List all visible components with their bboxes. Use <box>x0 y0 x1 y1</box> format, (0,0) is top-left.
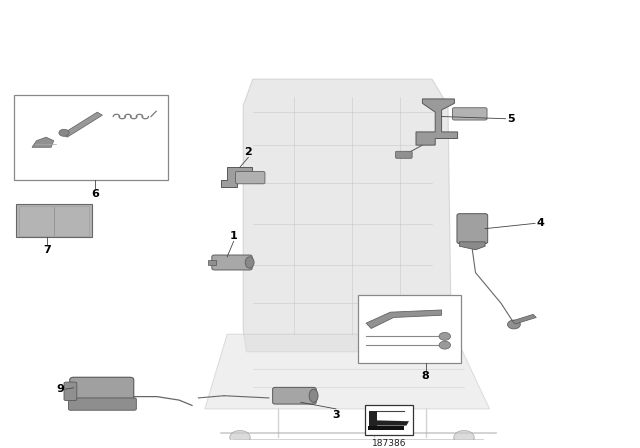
FancyBboxPatch shape <box>212 255 252 270</box>
Polygon shape <box>416 99 458 145</box>
Text: 9: 9 <box>56 384 64 394</box>
Bar <box>14 95 168 180</box>
FancyBboxPatch shape <box>236 172 265 184</box>
Text: 187386: 187386 <box>372 439 406 448</box>
FancyBboxPatch shape <box>457 214 488 244</box>
Polygon shape <box>366 310 442 328</box>
Polygon shape <box>369 411 377 426</box>
FancyBboxPatch shape <box>68 398 136 410</box>
Text: 5: 5 <box>507 114 515 124</box>
Circle shape <box>508 320 520 329</box>
Polygon shape <box>221 167 252 187</box>
Ellipse shape <box>309 389 318 402</box>
Polygon shape <box>376 420 409 426</box>
Bar <box>208 260 216 265</box>
Polygon shape <box>243 79 451 352</box>
Text: 4: 4 <box>536 218 544 228</box>
Text: 2: 2 <box>244 147 252 157</box>
Bar <box>16 204 92 237</box>
Circle shape <box>230 431 250 444</box>
Bar <box>368 426 404 430</box>
Polygon shape <box>32 137 54 147</box>
FancyBboxPatch shape <box>64 382 77 401</box>
Text: 3: 3 <box>332 410 340 420</box>
Text: 6: 6 <box>91 189 99 199</box>
Ellipse shape <box>245 257 254 268</box>
Polygon shape <box>62 112 102 137</box>
Text: 8: 8 <box>422 370 429 381</box>
Polygon shape <box>460 242 485 250</box>
Circle shape <box>439 341 451 349</box>
FancyBboxPatch shape <box>70 377 134 404</box>
Polygon shape <box>512 314 536 324</box>
Circle shape <box>439 332 451 340</box>
Circle shape <box>454 431 474 444</box>
Bar <box>358 295 461 363</box>
Text: 7: 7 <box>43 246 51 255</box>
Text: 1: 1 <box>230 231 237 241</box>
FancyBboxPatch shape <box>452 108 487 120</box>
FancyBboxPatch shape <box>273 388 316 404</box>
FancyBboxPatch shape <box>396 151 412 158</box>
Bar <box>365 405 413 435</box>
Circle shape <box>59 129 69 136</box>
Bar <box>19 206 89 236</box>
Polygon shape <box>205 334 490 409</box>
